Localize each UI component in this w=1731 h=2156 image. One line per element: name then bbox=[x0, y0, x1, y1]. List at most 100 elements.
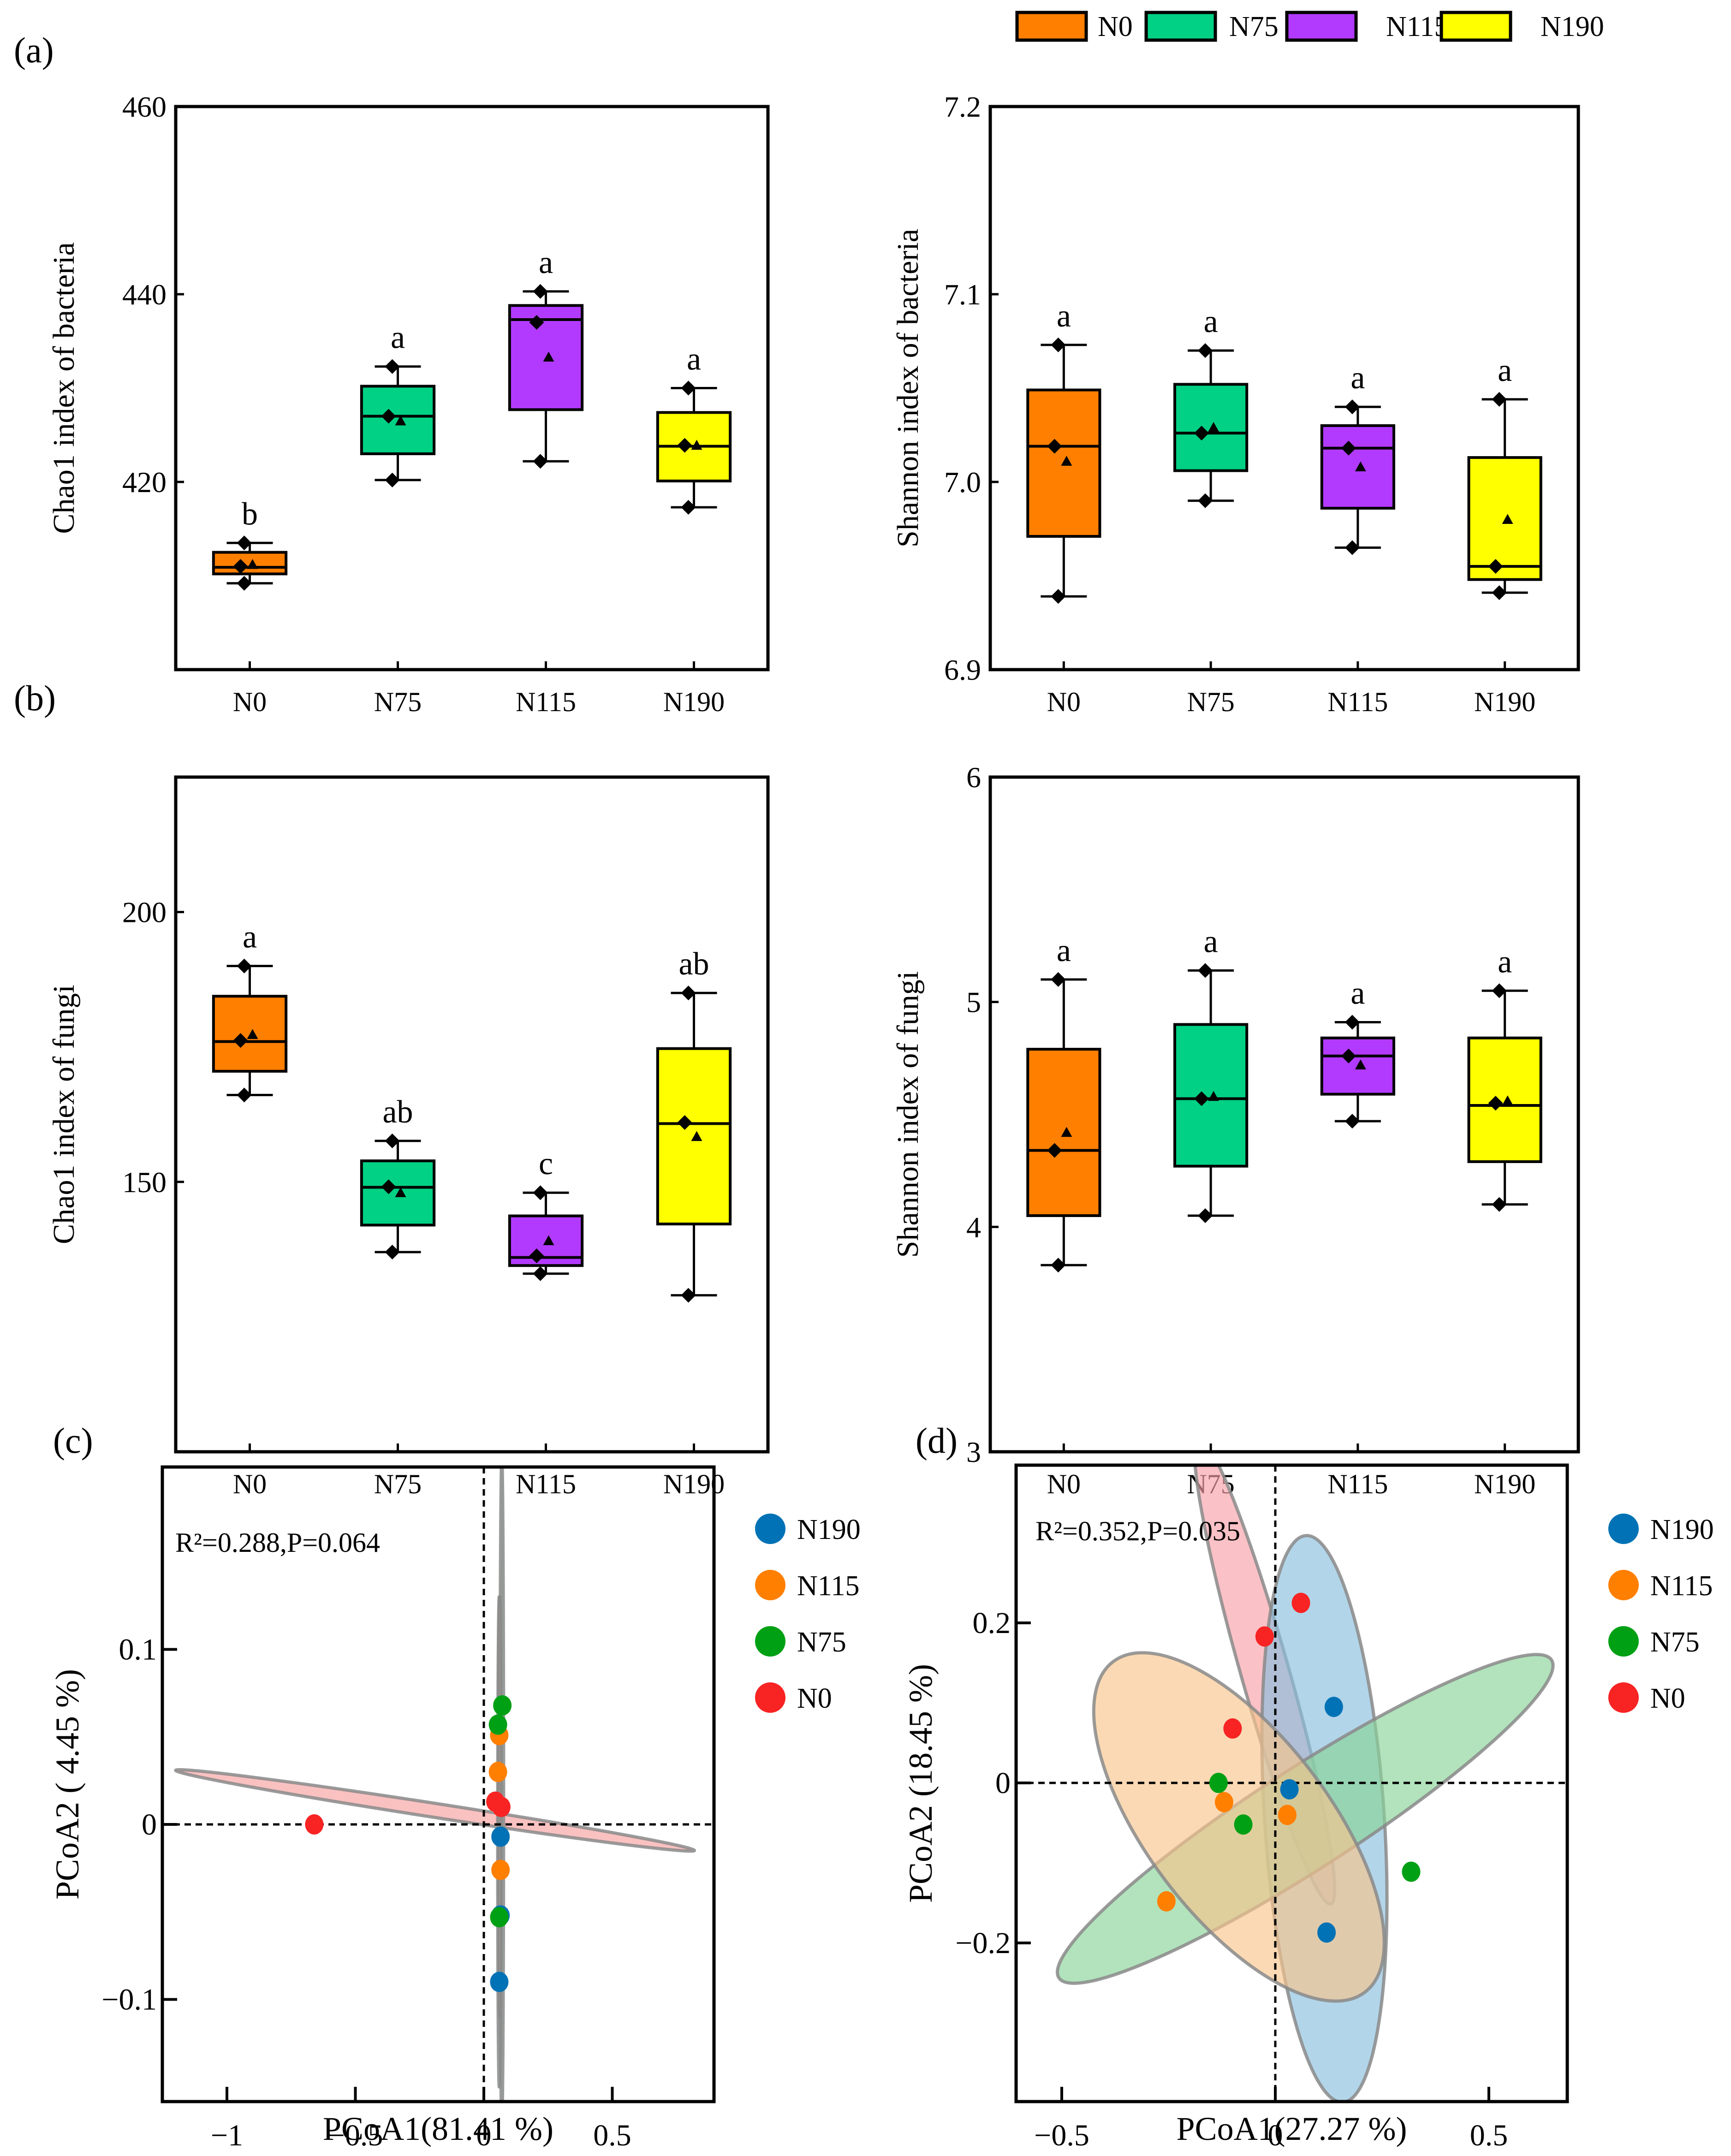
shannon-fungi-plot: 3456N0N75N115N190Shannon index of fungia… bbox=[891, 761, 1580, 1499]
legend-label-n190: N190 bbox=[797, 1514, 861, 1545]
legend-swatch-n75 bbox=[1144, 11, 1217, 42]
sample-point-n190 bbox=[1324, 1697, 1343, 1717]
data-point bbox=[1344, 1015, 1360, 1030]
data-point bbox=[1492, 585, 1507, 600]
mean-marker bbox=[1502, 514, 1513, 524]
y-tick-label: 7.0 bbox=[944, 466, 981, 499]
data-point bbox=[1194, 426, 1209, 441]
legend-marker-n190 bbox=[755, 1514, 785, 1544]
stats-annotation: R²=0.288,P=0.064 bbox=[175, 1527, 380, 1558]
plot-frame bbox=[174, 775, 770, 1454]
sample-point-n190 bbox=[490, 1972, 509, 1992]
box-n190: a bbox=[1467, 353, 1542, 600]
sample-point-n0 bbox=[1255, 1626, 1274, 1647]
data-point bbox=[237, 576, 252, 591]
data-point bbox=[677, 1115, 692, 1130]
data-point bbox=[1198, 1208, 1213, 1223]
legend-label-n115: N115 bbox=[797, 1570, 859, 1602]
data-point bbox=[233, 1033, 248, 1048]
plot-frame bbox=[161, 1465, 716, 2103]
x-tick-label: N0 bbox=[1047, 687, 1081, 717]
significance-letter: a bbox=[1057, 298, 1071, 334]
mean-marker bbox=[1502, 1095, 1513, 1105]
legend-label-n115: N115 bbox=[1386, 11, 1448, 42]
sample-point-n115 bbox=[1157, 1891, 1176, 1912]
y-tick-label: 4 bbox=[966, 1211, 981, 1243]
mean-marker bbox=[1355, 461, 1366, 472]
x-tick-label: N190 bbox=[663, 687, 725, 717]
sample-point-n75 bbox=[1402, 1861, 1421, 1882]
data-point bbox=[677, 438, 692, 453]
box-n75: a bbox=[1173, 924, 1249, 1223]
data-point bbox=[1051, 1258, 1066, 1273]
mean-marker bbox=[395, 1187, 406, 1197]
significance-letter: a bbox=[687, 342, 701, 377]
box-n0: a bbox=[1026, 298, 1101, 604]
y-tick-label: 7.1 bbox=[944, 278, 981, 311]
sample-point-n190 bbox=[491, 1826, 510, 1847]
panel-label-b: (b) bbox=[14, 678, 56, 718]
mean-marker bbox=[1061, 456, 1072, 466]
data-point bbox=[533, 454, 548, 469]
sample-point-n75 bbox=[1209, 1773, 1228, 1793]
data-point bbox=[1492, 983, 1507, 998]
mean-marker bbox=[543, 351, 554, 362]
significance-letter: a bbox=[539, 245, 553, 280]
data-point bbox=[237, 535, 252, 551]
legend-label-n190: N190 bbox=[1650, 1514, 1714, 1545]
data-point bbox=[1198, 493, 1213, 508]
box-n115: a bbox=[1320, 360, 1395, 555]
data-point bbox=[1051, 337, 1066, 352]
box-plot-legend: N0 N75 N115 N190 bbox=[1015, 11, 1604, 42]
mean-marker bbox=[1208, 422, 1219, 432]
data-point bbox=[1194, 1091, 1209, 1106]
sample-point-n0 bbox=[305, 1814, 324, 1835]
sample-point-n115 bbox=[1278, 1805, 1297, 1825]
legend-marker-n0 bbox=[1608, 1682, 1639, 1713]
legend-marker-n75 bbox=[755, 1626, 785, 1657]
y-axis-label: Chao1 index of fungi bbox=[47, 985, 81, 1244]
chao1-bacteria-plot: 420 440 460 N0 N75 N115 N190 Chao1 index of bac… bbox=[47, 90, 770, 717]
box-body bbox=[1173, 1023, 1249, 1168]
data-point bbox=[233, 559, 248, 574]
mean-marker bbox=[395, 415, 406, 426]
mean-marker bbox=[1061, 1127, 1072, 1137]
y-axis-label: Chao1 index of bacteria bbox=[47, 242, 81, 534]
x-tick-label: N115 bbox=[1327, 687, 1388, 717]
y-tick-label: 0 bbox=[995, 1766, 1011, 1800]
data-point bbox=[1488, 1096, 1503, 1111]
data-point bbox=[237, 1087, 252, 1103]
y-tick-label: 6.9 bbox=[944, 653, 981, 686]
significance-letter: c bbox=[539, 1146, 553, 1182]
y-tick-label: −0.1 bbox=[101, 1983, 157, 2017]
significance-letter: b bbox=[242, 496, 258, 532]
significance-letter: a bbox=[1204, 304, 1218, 339]
data-point bbox=[381, 1179, 396, 1194]
legend-label-n115: N115 bbox=[1650, 1570, 1713, 1602]
x-tick-label: 0.5 bbox=[593, 2119, 631, 2152]
sample-point-n0 bbox=[1223, 1718, 1242, 1739]
x-axis-label: PCoA1(27.27 %) bbox=[1177, 2110, 1407, 2147]
y-tick-label: 150 bbox=[122, 1166, 167, 1199]
mean-marker bbox=[691, 440, 702, 450]
y-tick-label: 7.2 bbox=[944, 90, 981, 123]
box-body bbox=[1467, 456, 1542, 581]
legend-swatch-n115 bbox=[1285, 11, 1358, 42]
x-tick-label: N75 bbox=[1187, 687, 1234, 717]
x-tick-label: 0 bbox=[1268, 2119, 1283, 2152]
y-axis-label: PCoA2 (18.45 %) bbox=[902, 1664, 939, 1903]
y-tick-label: 460 bbox=[122, 90, 167, 123]
data-point bbox=[529, 1248, 544, 1264]
sample-point-n115 bbox=[491, 1859, 510, 1880]
sample-point-n0 bbox=[492, 1797, 511, 1817]
y-tick-label: 3 bbox=[966, 1436, 981, 1468]
box-n75: a bbox=[360, 320, 436, 487]
significance-letter: a bbox=[243, 920, 257, 955]
data-point bbox=[1047, 439, 1062, 454]
mean-marker bbox=[1355, 1059, 1366, 1069]
x-tick-label: N0 bbox=[233, 1469, 267, 1499]
data-point bbox=[1492, 1197, 1507, 1212]
plot-frame bbox=[988, 105, 1580, 671]
data-point bbox=[237, 958, 252, 974]
